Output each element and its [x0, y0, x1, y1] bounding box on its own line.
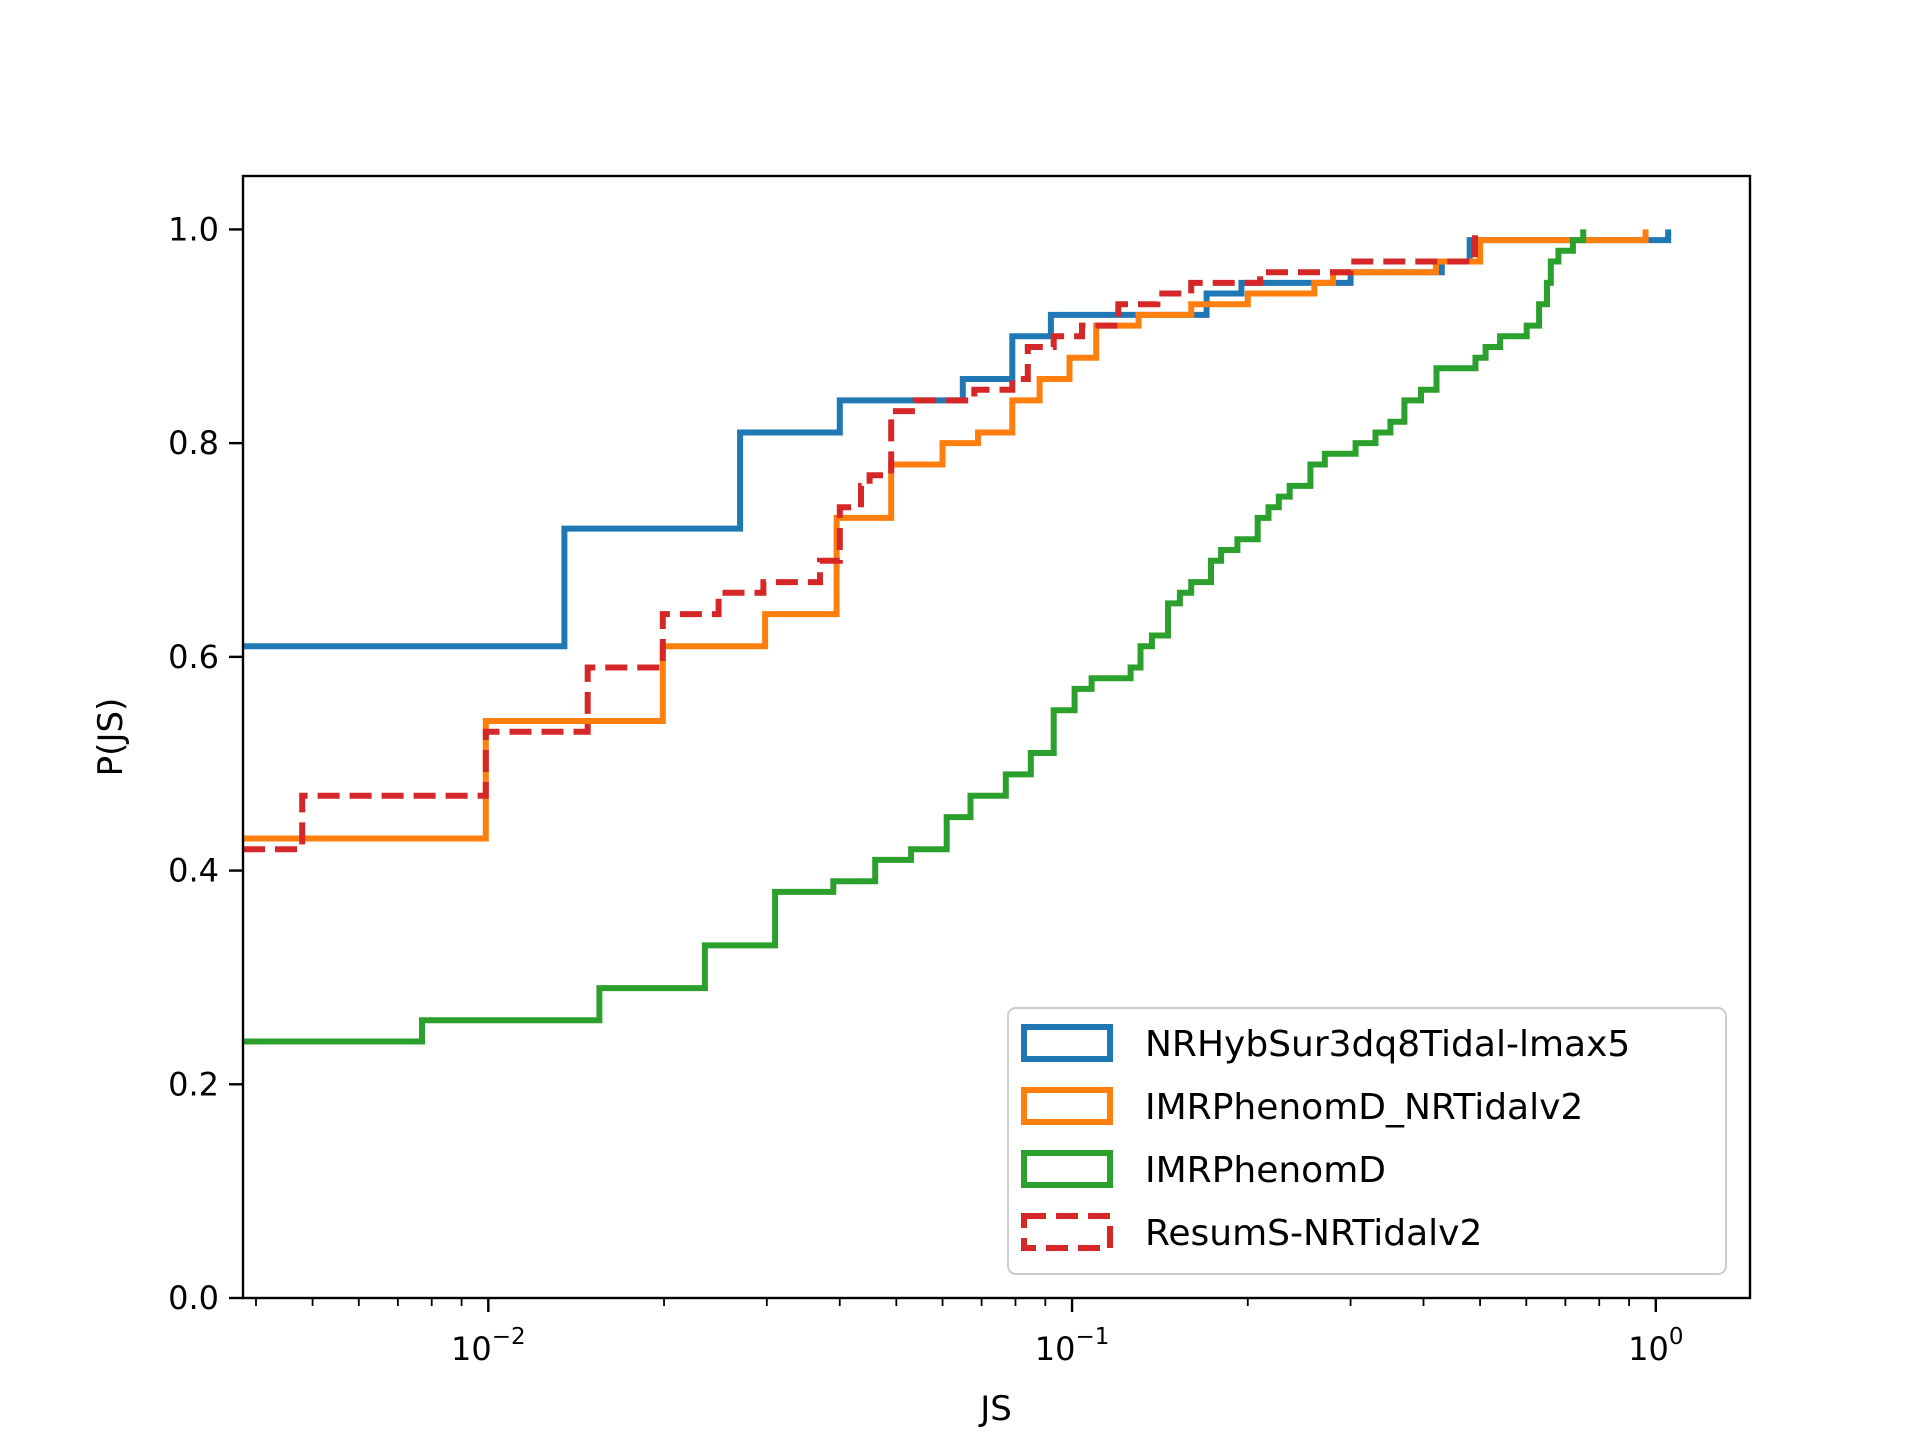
legend-box [1007, 1007, 1727, 1275]
series-line-1 [243, 229, 1649, 842]
series-layer [243, 229, 1672, 1045]
x-axis-label: JS [978, 1389, 1012, 1429]
series-line-2 [243, 229, 1587, 1045]
legend-swatch [1021, 1024, 1113, 1062]
legend-label: NRHybSur3dq8Tidal-lmax5 [1145, 1024, 1630, 1065]
series-line-0 [243, 229, 1672, 650]
x-axis: 10−2 10−1 100 [255, 1298, 1683, 1368]
legend-items: NRHybSur3dq8Tidal-lmax5 IMRPhenomD_NRTida… [1021, 1024, 1630, 1254]
legend-swatch [1021, 1087, 1113, 1125]
x-tick-label: 100 [1628, 1324, 1683, 1368]
x-tick-label: 10−1 [1035, 1324, 1110, 1368]
legend-swatch [1021, 1213, 1113, 1251]
y-tick-label: 1.0 [168, 210, 219, 248]
legend-label: IMRPhenomD [1145, 1150, 1386, 1191]
y-axis-label: P(JS) [91, 698, 131, 777]
legend: NRHybSur3dq8Tidal-lmax5 IMRPhenomD_NRTida… [1007, 1007, 1727, 1275]
y-tick-label: 0.8 [168, 424, 219, 462]
y-axis: 0.0 0.2 0.4 0.6 0.8 1.0 [168, 210, 243, 1317]
legend-label: IMRPhenomD_NRTidalv2 [1145, 1087, 1583, 1128]
y-tick-label: 0.0 [168, 1279, 219, 1317]
x-tick-label: 10−2 [451, 1324, 526, 1368]
y-tick-label: 0.6 [168, 638, 219, 676]
plot-frame [241, 174, 1752, 1300]
y-tick-label: 0.2 [168, 1065, 219, 1103]
series-line-3 [243, 229, 1478, 853]
legend-label: ResumS-NRTidalv2 [1145, 1213, 1482, 1254]
legend-swatch [1021, 1150, 1113, 1188]
y-tick-label: 0.4 [168, 852, 219, 890]
